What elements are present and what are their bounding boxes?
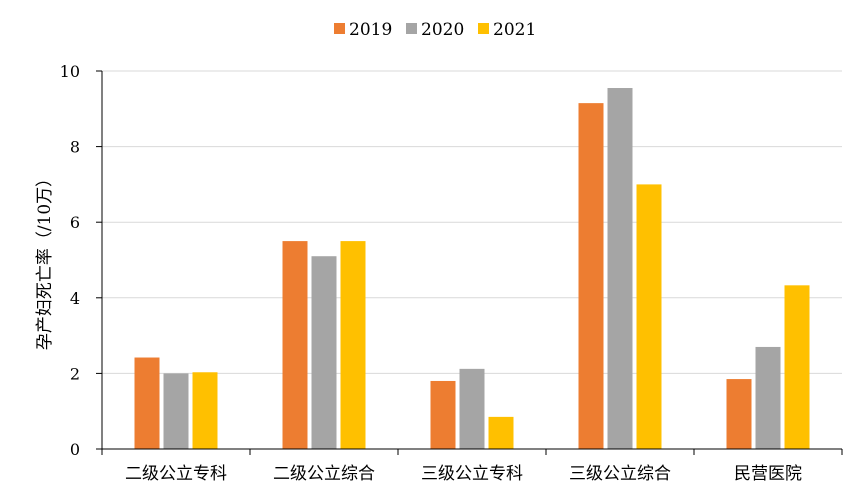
bar [282,241,308,449]
y-tick-label: 10 [60,62,80,81]
gridlines [102,70,842,374]
bars [134,88,810,449]
bar [340,241,366,449]
y-axis-label: 孕产妇死亡率（/10万） [35,170,55,350]
bar [134,357,160,449]
bar [459,368,485,449]
legend-swatch [334,23,345,34]
bar [430,380,456,449]
y-tick-label: 6 [70,213,80,232]
bar [192,372,218,449]
y-tick-label: 8 [70,138,80,157]
y-tick-label: 2 [70,364,80,383]
legend-label: 2020 [421,20,464,40]
category-label: 二级公立专科 [125,464,227,484]
category-labels: 二级公立专科 二级公立综合 三级公立专科 三级公立综合 民营医院 [125,464,802,484]
bar [488,416,514,449]
bar [311,256,337,449]
bar [578,103,604,449]
bar [163,373,189,449]
bar [726,379,752,449]
bar [784,285,810,449]
category-label: 二级公立综合 [273,464,375,484]
y-tick-label: 0 [70,440,80,459]
category-label: 三级公立专科 [421,464,523,484]
legend-label: 2019 [349,20,392,40]
bar [636,184,662,449]
y-tick-labels: 0 2 4 6 8 10 [60,62,80,459]
category-label: 民营医院 [734,464,802,484]
legend-swatch [478,23,489,34]
legend-swatch [406,23,417,34]
legend-label: 2021 [493,20,536,40]
y-tick-label: 4 [70,289,80,308]
axes [96,70,843,455]
bar [607,88,633,449]
legend: 2019 2020 2021 [334,20,536,40]
category-label: 三级公立综合 [569,464,671,484]
bar [755,346,781,449]
